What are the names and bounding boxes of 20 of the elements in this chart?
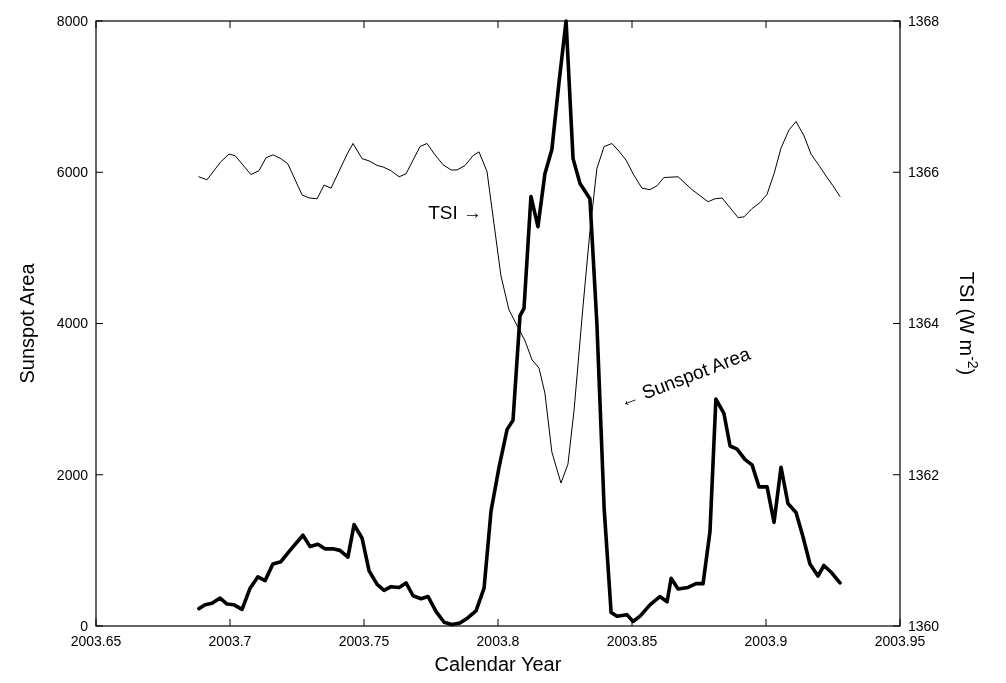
- y-axis-title: Sunspot Area: [16, 262, 38, 384]
- y-tick-label: 2000: [56, 466, 89, 483]
- y2-tick-label: 1360: [908, 617, 940, 634]
- y-tick-label: 6000: [56, 164, 89, 181]
- y2-tick-label: 1366: [908, 164, 940, 181]
- x-tick-label: 2003.95: [874, 633, 926, 649]
- y-tick-label: 4000: [56, 315, 89, 332]
- x-tick-label: 2003.75: [338, 633, 390, 649]
- y-tick-label: 0: [80, 617, 89, 634]
- y2-tick-label: 1362: [908, 466, 940, 483]
- annotation: TSI →: [428, 201, 482, 223]
- x-tick-label: 2003.85: [606, 633, 658, 649]
- x-tick-label: 2003.7: [208, 633, 252, 649]
- y2-tick-label: 1364: [908, 315, 940, 332]
- y2-tick-label: 1368: [908, 12, 940, 29]
- x-tick-label: 2003.65: [70, 633, 122, 649]
- x-tick-label: 2003.8: [476, 633, 520, 649]
- y-tick-label: 8000: [56, 12, 89, 29]
- x-axis-title: Calendar Year: [434, 653, 562, 675]
- x-tick-label: 2003.9: [744, 633, 788, 649]
